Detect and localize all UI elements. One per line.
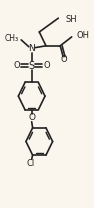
Text: O: O — [13, 61, 20, 70]
Text: S: S — [29, 61, 35, 71]
Text: O: O — [44, 61, 50, 70]
Text: O: O — [28, 113, 35, 122]
Text: N: N — [28, 44, 35, 53]
Text: O: O — [61, 55, 67, 64]
Text: Cl: Cl — [27, 158, 35, 168]
Text: OH: OH — [76, 31, 89, 40]
Text: CH₃: CH₃ — [4, 34, 18, 43]
Text: SH: SH — [66, 15, 78, 24]
